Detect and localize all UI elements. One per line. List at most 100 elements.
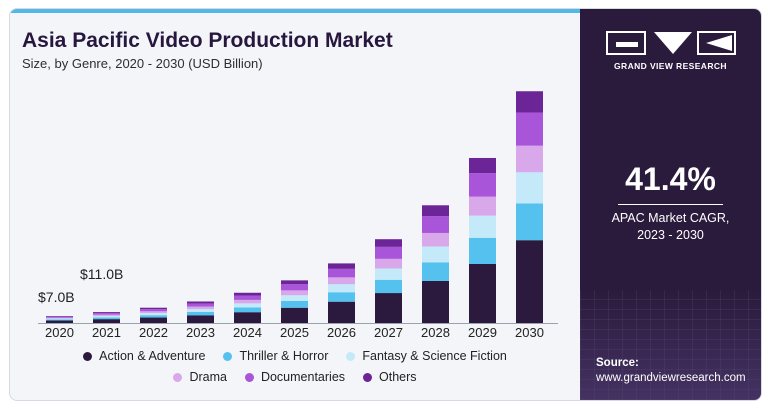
bar-segment-2028-2 (422, 246, 449, 263)
bar-segment-2025-1 (281, 300, 308, 308)
x-tick-label: 2027 (374, 325, 403, 340)
cagr-label-line2: 2023 - 2030 (637, 228, 704, 242)
bar-segment-2023-2 (187, 309, 214, 312)
legend-swatch (363, 372, 373, 382)
bar-segment-2027-4 (375, 246, 402, 259)
chart-subtitle: Size, by Genre, 2020 - 2030 (USD Billion… (22, 56, 263, 71)
bar-segment-2030-5 (516, 91, 543, 113)
bar-segment-2021-3 (93, 314, 120, 316)
stacked-bar-chart: 2020 2021 2022 2023 2024 2025 2026 2027 2028 2029… (38, 91, 558, 340)
legend-swatch (83, 351, 93, 361)
cagr-label: APAC Market CAGR, 2023 - 2030 (580, 210, 761, 244)
bar-segment-2030-4 (516, 112, 543, 146)
bar-segment-2026-3 (328, 277, 355, 285)
legend-item: Action & Adventure (83, 349, 205, 363)
x-tick-label: 2021 (92, 325, 121, 340)
bar-segment-2023-0 (187, 315, 214, 323)
legend-label: Others (379, 370, 417, 384)
bar-segment-2025-5 (281, 280, 308, 285)
legend-item: Documentaries (244, 370, 346, 384)
gvr-logo-icon (606, 31, 736, 55)
data-label-2021: $11.0B (80, 266, 124, 282)
chart-title: Asia Pacific Video Production Market (22, 29, 393, 52)
legend-label: Drama (189, 370, 227, 384)
x-tick-label: 2028 (421, 325, 450, 340)
bar-segment-2020-5 (46, 316, 73, 317)
legend-label: Fantasy & Science Fiction (362, 349, 507, 363)
bar-segment-2026-2 (328, 284, 355, 293)
x-tick-label: 2023 (186, 325, 215, 340)
bar-segment-2020-4 (46, 316, 73, 318)
legend-item: Others (363, 370, 417, 384)
bar-segment-2021-2 (93, 315, 120, 318)
bar-segment-2030-0 (516, 240, 543, 323)
bar-segment-2020-3 (46, 317, 73, 319)
bar-segment-2026-0 (328, 301, 355, 323)
legend-row: Drama Documentaries Others (10, 370, 580, 384)
legend-item: Thriller & Horror (223, 349, 328, 363)
bar-segment-2024-0 (234, 312, 261, 323)
bar-segment-2030-2 (516, 172, 543, 204)
bar-segment-2027-1 (375, 279, 402, 294)
bar-segment-2024-1 (234, 307, 261, 313)
x-tick-label: 2029 (468, 325, 497, 340)
bar-segment-2025-3 (281, 290, 308, 296)
bar-segment-2028-1 (422, 262, 449, 281)
source-link[interactable]: www.grandviewresearch.com (596, 372, 746, 384)
divider (618, 204, 723, 205)
x-tick-label: 2022 (139, 325, 168, 340)
accent-bar (10, 9, 580, 13)
bar-segment-2022-2 (140, 313, 167, 316)
bar-segment-2025-4 (281, 284, 308, 291)
cagr-value: 41.4% (625, 161, 716, 197)
bar-segment-2023-1 (187, 311, 214, 316)
bar-segment-2029-5 (469, 157, 496, 174)
bar-segment-2024-4 (234, 295, 261, 300)
bar-segment-2020-2 (46, 318, 73, 320)
decorative-grid (580, 290, 761, 400)
data-label-2020: $7.0B (38, 289, 75, 305)
x-tick-label: 2025 (280, 325, 309, 340)
bar-segment-2021-5 (93, 312, 120, 314)
bar-segment-2027-5 (375, 239, 402, 247)
bar-segment-2028-3 (422, 232, 449, 247)
x-tick-label: 2020 (45, 325, 74, 340)
bar-segment-2026-4 (328, 268, 355, 278)
bar-segment-2027-3 (375, 258, 402, 269)
bar-segment-2027-2 (375, 268, 402, 280)
bar-segment-2028-0 (422, 280, 449, 323)
bar-segment-2027-0 (375, 293, 402, 323)
source-note: Source: www.grandviewresearch.com (596, 356, 746, 386)
legend-swatch (244, 372, 254, 382)
legend-item: Drama (173, 370, 227, 384)
side-panel: GRAND VIEW RESEARCH 41.4% APAC Market CA… (580, 9, 761, 400)
bar-segment-2024-3 (234, 299, 261, 304)
bar-segment-2029-1 (469, 237, 496, 264)
bar-segment-2022-0 (140, 317, 167, 323)
bar-segment-2020-0 (46, 320, 73, 323)
x-tick-label: 2030 (515, 325, 544, 340)
legend-swatch (223, 351, 233, 361)
legend-label: Action & Adventure (99, 349, 206, 363)
bar-segment-2028-5 (422, 205, 449, 217)
bar-segment-2022-4 (140, 309, 167, 312)
legend-row: Action & Adventure Thriller & Horror Fanta… (10, 349, 580, 363)
x-tick-label: 2026 (327, 325, 356, 340)
bar-segment-2022-3 (140, 311, 167, 314)
bar-segment-2023-4 (187, 303, 214, 307)
bar-segment-2026-5 (328, 263, 355, 269)
bar-segment-2023-3 (187, 306, 214, 310)
legend-swatch (173, 372, 183, 382)
bar-segment-2024-2 (234, 303, 261, 308)
bar-segment-2030-3 (516, 145, 543, 173)
legend-label: Documentaries (260, 370, 346, 384)
brand-name: GRAND VIEW RESEARCH (614, 61, 727, 71)
bar-segment-2026-1 (328, 292, 355, 302)
bar-segment-2029-3 (469, 196, 496, 216)
legend-label: Thriller & Horror (239, 349, 329, 363)
bar-segment-2023-5 (187, 301, 214, 304)
bar-segment-2021-0 (93, 319, 120, 323)
bar-segment-2029-4 (469, 173, 496, 197)
bar-segment-2022-1 (140, 315, 167, 318)
bar-segment-2029-2 (469, 215, 496, 238)
